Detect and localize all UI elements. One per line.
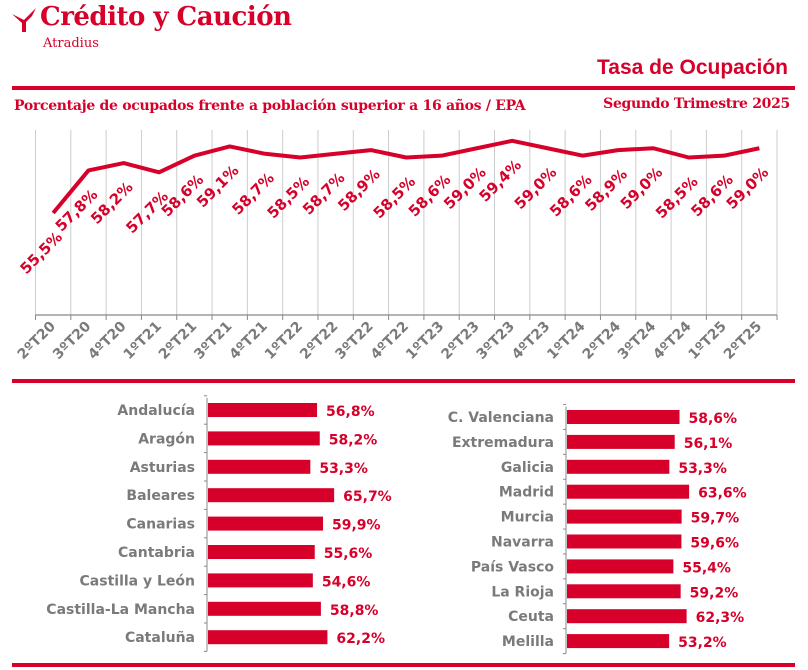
category-label: Galicia bbox=[501, 460, 554, 476]
x-tick-label: 4ºT21 bbox=[227, 319, 271, 363]
bar-chart-right: C. Valenciana 58,6% Extremadura 56,1% Galici… bbox=[448, 404, 747, 655]
bar bbox=[567, 410, 680, 424]
category-label: Cataluña bbox=[125, 630, 195, 646]
x-tick-label: 2ºT21 bbox=[156, 319, 200, 363]
bar bbox=[208, 488, 335, 503]
category-label: Canarias bbox=[126, 517, 195, 533]
data-label: 59,2% bbox=[690, 585, 739, 601]
series-line bbox=[51, 138, 760, 215]
data-label: 58,6% bbox=[689, 411, 738, 427]
logo-subtitle: Atradius bbox=[43, 36, 99, 51]
data-label: 62,2% bbox=[336, 631, 385, 647]
bar bbox=[208, 601, 321, 616]
data-label: 56,8% bbox=[326, 404, 375, 420]
x-tick-label: 4ºT20 bbox=[85, 318, 129, 362]
x-tick-label: 3ºT23 bbox=[474, 319, 518, 363]
x-tick-label: 3ºT22 bbox=[332, 319, 376, 363]
bar bbox=[567, 484, 690, 499]
x-tick-label: 2ºT22 bbox=[297, 319, 341, 363]
category-label: Cantabria bbox=[118, 545, 195, 561]
x-tick-label: 4ºT23 bbox=[509, 319, 553, 363]
bar-chart-left: Andalucía 56,8% Aragón 58,2% Asturias 53,3% Ba… bbox=[46, 395, 392, 652]
data-label: 54,6% bbox=[322, 574, 371, 590]
data-label: 62,3% bbox=[696, 610, 745, 626]
data-label: 63,6% bbox=[698, 486, 747, 502]
period-label: Segundo Trimestre 2025 bbox=[603, 96, 790, 112]
x-tick-label: 4ºT24 bbox=[650, 318, 694, 362]
data-label: 55,4% bbox=[682, 560, 731, 576]
x-tick-label: 2ºT24 bbox=[580, 318, 624, 362]
bar bbox=[208, 573, 313, 588]
x-tick-label: 3ºT20 bbox=[50, 318, 94, 362]
bar bbox=[208, 630, 328, 645]
category-label: Ceuta bbox=[508, 609, 554, 625]
category-label: Asturias bbox=[130, 460, 195, 476]
bar bbox=[567, 559, 674, 574]
x-tick-label: 2ºT20 bbox=[15, 318, 59, 362]
bar bbox=[567, 509, 682, 524]
x-tick-label: 4ºT22 bbox=[368, 319, 412, 363]
logo-name: Crédito y Caución bbox=[40, 2, 292, 32]
category-label: C. Valenciana bbox=[448, 410, 554, 426]
bar bbox=[567, 459, 670, 474]
bar bbox=[208, 431, 320, 446]
bar bbox=[567, 609, 687, 624]
category-label: Extremadura bbox=[452, 435, 554, 451]
x-tick-label: 1ºT23 bbox=[403, 319, 447, 363]
category-label: País Vasco bbox=[471, 559, 554, 575]
data-label: 55,6% bbox=[324, 546, 373, 562]
x-tick-label: 1ºT21 bbox=[121, 319, 165, 363]
data-label: 53,3% bbox=[319, 461, 368, 477]
category-label: Murcia bbox=[501, 510, 554, 526]
data-label: 59,6% bbox=[690, 536, 739, 552]
bar bbox=[208, 403, 318, 417]
category-label: La Rioja bbox=[491, 584, 554, 600]
bar bbox=[208, 516, 324, 531]
line-chart: 55,5%2ºT2057,8%3ºT2058,2%4ºT2057,7%1ºT21… bbox=[15, 130, 778, 363]
x-tick-label: 3ºT21 bbox=[191, 319, 235, 363]
bar bbox=[567, 634, 670, 649]
data-label: 58,7% bbox=[299, 169, 349, 219]
x-tick-label: 1ºT22 bbox=[262, 319, 306, 363]
data-label: 55,5% bbox=[16, 228, 66, 278]
data-label: 58,2% bbox=[329, 432, 378, 448]
data-label: 53,2% bbox=[678, 635, 727, 651]
data-label: 53,3% bbox=[678, 461, 727, 477]
divider bbox=[12, 86, 795, 90]
data-label: 58,8% bbox=[330, 603, 379, 619]
x-tick-label: 2ºT25 bbox=[721, 319, 765, 363]
chart-subtitle: Porcentaje de ocupados frente a població… bbox=[14, 98, 526, 114]
data-label: 65,7% bbox=[343, 489, 392, 505]
x-tick-label: 1ºT25 bbox=[686, 319, 730, 363]
category-label: Madrid bbox=[499, 485, 554, 501]
category-label: Andalucía bbox=[117, 403, 195, 419]
x-tick-label: 1ºT24 bbox=[544, 318, 588, 362]
bar bbox=[567, 434, 675, 449]
category-label: Castilla y León bbox=[80, 573, 195, 589]
category-label: Aragón bbox=[138, 431, 195, 447]
divider bbox=[12, 663, 795, 667]
category-label: Baleares bbox=[126, 488, 195, 504]
data-label: 59,9% bbox=[332, 518, 381, 534]
page-title: Tasa de Ocupación bbox=[597, 56, 788, 79]
divider bbox=[12, 379, 795, 383]
logo-icon bbox=[12, 8, 36, 32]
category-label: Navarra bbox=[491, 535, 554, 551]
category-label: Castilla-La Mancha bbox=[46, 602, 195, 618]
bar bbox=[208, 545, 315, 559]
bar bbox=[567, 584, 681, 599]
bar bbox=[208, 459, 311, 474]
category-label: Melilla bbox=[502, 634, 554, 650]
data-label: 56,1% bbox=[684, 436, 733, 452]
data-label: 59,7% bbox=[691, 511, 740, 527]
x-tick-label: 2ºT23 bbox=[438, 319, 482, 363]
bar bbox=[567, 534, 682, 549]
x-tick-label: 3ºT24 bbox=[615, 318, 659, 362]
